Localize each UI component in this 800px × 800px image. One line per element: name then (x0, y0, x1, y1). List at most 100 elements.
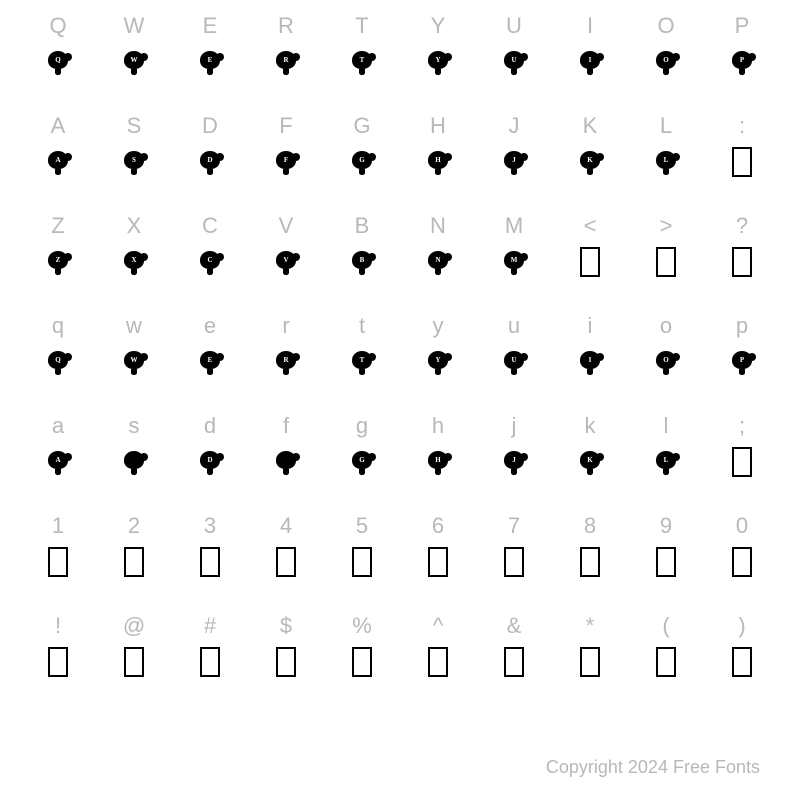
turkey-icon: U (501, 349, 527, 375)
glyph-wrap: W (96, 42, 172, 82)
glyph-inner-letter: I (589, 356, 592, 364)
key-label: L (660, 110, 672, 142)
copyright-text: Copyright 2024 Free Fonts (546, 757, 760, 778)
turkey-icon (121, 449, 147, 475)
glyph-inner-letter: A (55, 156, 60, 164)
glyph-wrap: V (248, 242, 324, 282)
charmap-cell: HH (400, 110, 476, 210)
glyph-wrap: Y (400, 42, 476, 82)
glyph-wrap: O (628, 342, 704, 382)
glyph-wrap (96, 542, 172, 582)
missing-glyph-box (580, 647, 600, 677)
missing-glyph-box (428, 547, 448, 577)
charmap-cell: eE (172, 310, 248, 410)
key-label: * (586, 610, 595, 642)
key-label: O (657, 10, 674, 42)
missing-glyph-box (656, 247, 676, 277)
glyph-inner-letter: W (131, 356, 138, 364)
glyph-wrap (628, 542, 704, 582)
glyph-wrap: R (248, 42, 324, 82)
glyph-wrap (96, 442, 172, 482)
key-label: ) (738, 610, 745, 642)
key-label: # (204, 610, 216, 642)
turkey-icon: K (577, 149, 603, 175)
key-label: 1 (52, 510, 64, 542)
glyph-wrap: F (248, 142, 324, 182)
glyph-wrap: P (704, 342, 780, 382)
turkey-icon: E (197, 349, 223, 375)
charmap-cell: 8 (552, 510, 628, 610)
missing-glyph-box (656, 647, 676, 677)
glyph-wrap: G (324, 442, 400, 482)
glyph-wrap: U (476, 342, 552, 382)
charmap-cell: ? (704, 210, 780, 310)
charmap-cell: : (704, 110, 780, 210)
charmap-cell: gG (324, 410, 400, 510)
turkey-icon: T (349, 349, 375, 375)
missing-glyph-box (732, 547, 752, 577)
charmap-cell: f (248, 410, 324, 510)
charmap-cell: XX (96, 210, 172, 310)
turkey-icon: L (653, 449, 679, 475)
missing-glyph-box (48, 547, 68, 577)
missing-glyph-box (276, 547, 296, 577)
glyph-inner-letter: C (207, 256, 212, 264)
key-label: 3 (204, 510, 216, 542)
glyph-inner-letter: K (587, 456, 592, 464)
glyph-inner-letter: W (131, 56, 138, 64)
glyph-wrap: A (20, 142, 96, 182)
charmap-cell: ^ (400, 610, 476, 710)
key-label: o (660, 310, 672, 342)
glyph-wrap (96, 642, 172, 682)
missing-glyph-box (732, 447, 752, 477)
key-label: A (51, 110, 66, 142)
glyph-wrap: A (20, 442, 96, 482)
key-label: S (127, 110, 142, 142)
turkey-icon: A (45, 449, 71, 475)
charmap-cell: GG (324, 110, 400, 210)
key-label: 5 (356, 510, 368, 542)
glyph-inner-letter: O (663, 56, 668, 64)
glyph-wrap (248, 542, 324, 582)
key-label: V (279, 210, 294, 242)
glyph-wrap (704, 142, 780, 182)
glyph-wrap: I (552, 42, 628, 82)
turkey-icon: Q (45, 349, 71, 375)
key-label: G (353, 110, 370, 142)
key-label: l (664, 410, 669, 442)
charmap-cell: LL (628, 110, 704, 210)
key-label: j (512, 410, 517, 442)
key-label: $ (280, 610, 292, 642)
glyph-wrap (704, 242, 780, 282)
charmap-cell: OO (628, 10, 704, 110)
key-label: a (52, 410, 64, 442)
key-label: ! (55, 610, 61, 642)
turkey-icon (273, 449, 299, 475)
missing-glyph-box (352, 647, 372, 677)
missing-glyph-box (580, 547, 600, 577)
key-label: T (355, 10, 368, 42)
glyph-wrap (172, 642, 248, 682)
glyph-inner-letter: U (511, 356, 516, 364)
glyph-wrap: K (552, 142, 628, 182)
key-label: % (352, 610, 372, 642)
charmap-cell: 9 (628, 510, 704, 610)
character-map-grid: QQWWEERRTTYYUUIIOOPPAASSDDFFGGHHJJKKLL:Z… (0, 0, 800, 710)
glyph-inner-letter: Q (55, 56, 60, 64)
glyph-inner-letter: G (359, 156, 364, 164)
glyph-inner-letter: D (207, 456, 212, 464)
charmap-cell: PP (704, 10, 780, 110)
turkey-icon: H (425, 449, 451, 475)
charmap-cell: qQ (20, 310, 96, 410)
glyph-inner-letter: P (740, 356, 744, 364)
glyph-inner-letter: X (131, 256, 136, 264)
key-label: r (282, 310, 289, 342)
turkey-icon: E (197, 49, 223, 75)
missing-glyph-box (732, 247, 752, 277)
glyph-wrap: P (704, 42, 780, 82)
glyph-wrap: J (476, 142, 552, 182)
charmap-cell: ; (704, 410, 780, 510)
missing-glyph-box (656, 547, 676, 577)
glyph-inner-letter: I (589, 56, 592, 64)
glyph-wrap (248, 642, 324, 682)
